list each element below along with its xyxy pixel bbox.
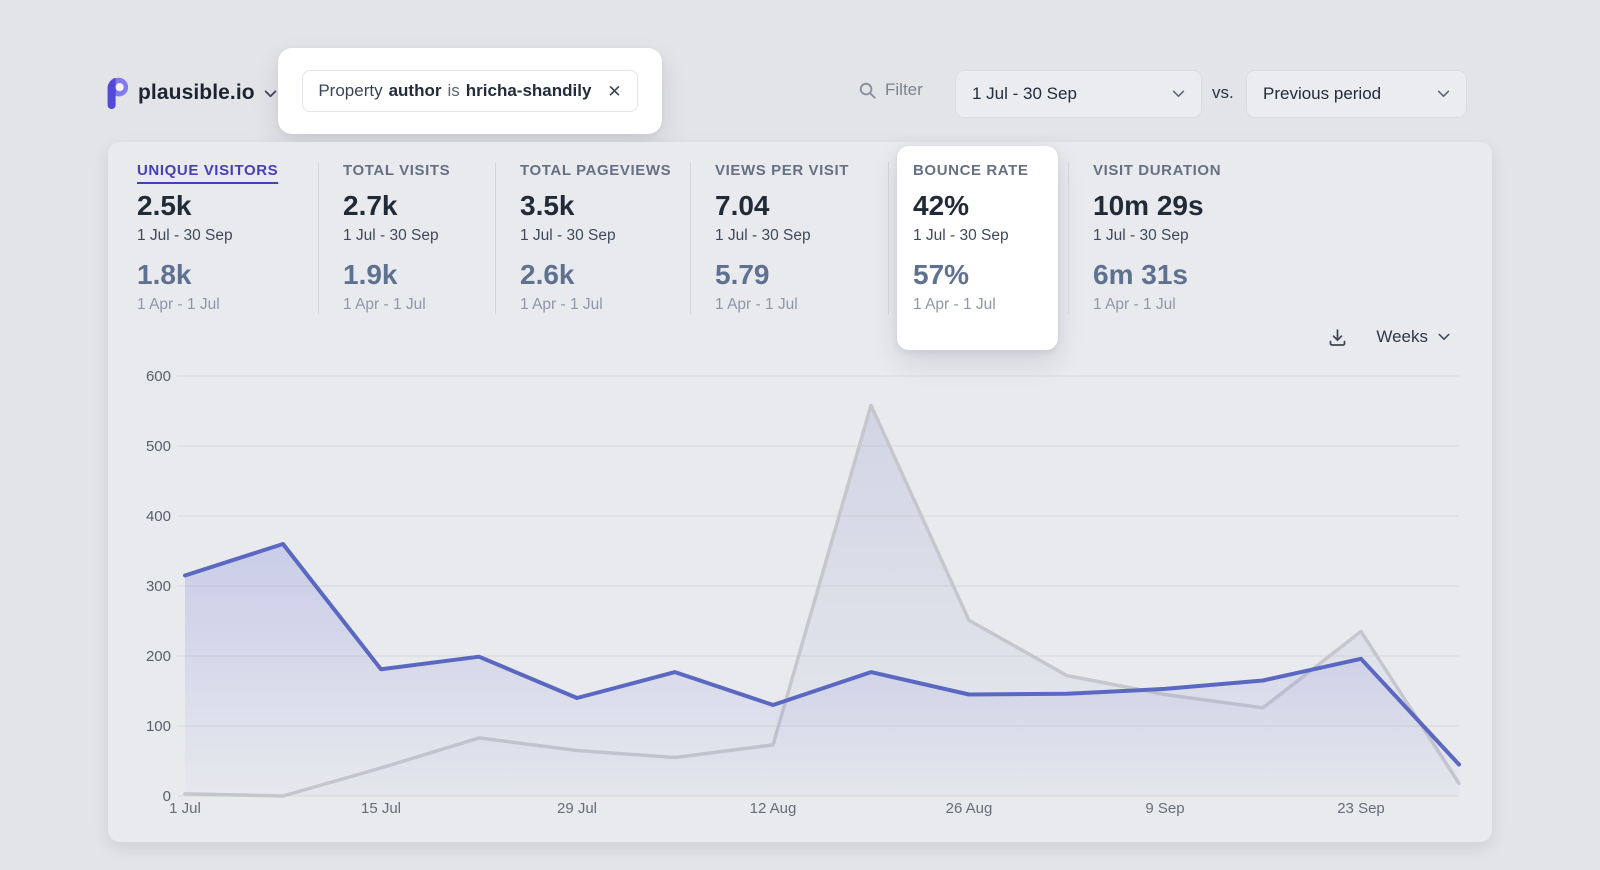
chevron-down-icon [1438, 333, 1450, 341]
svg-text:9 Sep: 9 Sep [1145, 800, 1184, 817]
stat-unique-visitors[interactable]: UNIQUE VISITORS 2.5k 1 Jul - 30 Sep 1.8k… [137, 162, 318, 314]
visitors-chart: 0 100 200 300 400 500 600 1 Jul 15 Jul 29 Jul 12 A… [146, 368, 1461, 817]
svg-text:300: 300 [146, 578, 171, 595]
stat-previous-period: 1 Apr - 1 Jul [520, 296, 603, 313]
svg-text:200: 200 [146, 648, 171, 665]
stat-previous-value: 57% [913, 259, 970, 290]
comparison-select[interactable]: Previous period [1246, 70, 1467, 118]
search-icon [858, 81, 877, 100]
svg-text:29 Jul: 29 Jul [557, 800, 597, 817]
stat-value: 2.7k [343, 190, 398, 221]
filter-chip-close-icon[interactable]: ✕ [607, 81, 622, 101]
chart-controls: Weeks [137, 324, 1466, 350]
stat-total-visits[interactable]: TOTAL VISITS 2.7k 1 Jul - 30 Sep 1.9k 1 … [318, 162, 495, 314]
stat-previous-period: 1 Apr - 1 Jul [913, 296, 996, 313]
dashboard-card: UNIQUE VISITORS 2.5k 1 Jul - 30 Sep 1.8k… [108, 142, 1492, 842]
filter-chip-operator: is [447, 81, 460, 100]
stat-period: 1 Jul - 30 Sep [1093, 227, 1189, 244]
stat-value: 10m 29s [1093, 190, 1204, 221]
stat-previous-value: 1.8k [137, 259, 192, 290]
stat-previous-period: 1 Apr - 1 Jul [343, 296, 426, 313]
site-picker[interactable]: plausible.io [104, 76, 277, 109]
stat-previous-period: 1 Apr - 1 Jul [137, 296, 220, 313]
filter-button[interactable]: Filter [858, 80, 923, 100]
stat-period: 1 Jul - 30 Sep [343, 227, 439, 244]
filter-chip-prefix: Property [318, 81, 383, 100]
stat-previous-value: 2.6k [520, 259, 575, 290]
date-range-value: 1 Jul - 30 Sep [972, 84, 1077, 103]
stats-row: UNIQUE VISITORS 2.5k 1 Jul - 30 Sep 1.8k… [137, 146, 1466, 350]
stat-label: VIEWS PER VISIT [715, 162, 850, 179]
stat-value: 2.5k [137, 190, 192, 221]
interval-value: Weeks [1376, 327, 1428, 346]
top-bar: plausible.io Property author is hricha-s… [0, 0, 1600, 142]
stat-period: 1 Jul - 30 Sep [137, 227, 233, 244]
svg-text:1 Jul: 1 Jul [169, 800, 201, 817]
vs-label: vs. [1212, 83, 1234, 102]
stat-period: 1 Jul - 30 Sep [715, 227, 811, 244]
svg-text:100: 100 [146, 718, 171, 735]
chevron-down-icon [264, 90, 277, 98]
stat-label: BOUNCE RATE [913, 162, 1029, 179]
stat-previous-period: 1 Apr - 1 Jul [1093, 296, 1176, 313]
chevron-down-icon [1437, 90, 1450, 98]
filter-chip-property: author [388, 81, 442, 100]
stat-previous-value: 1.9k [343, 259, 398, 290]
filter-button-label: Filter [885, 80, 923, 99]
svg-text:0: 0 [163, 788, 171, 805]
plausible-logo-icon [104, 76, 129, 109]
stat-value: 3.5k [520, 190, 575, 221]
chevron-down-icon [1172, 90, 1185, 98]
stat-previous-period: 1 Apr - 1 Jul [715, 296, 798, 313]
comparison-value: Previous period [1263, 84, 1382, 103]
filter-chip-value: hricha-shandily [465, 81, 592, 100]
stat-previous-value: 6m 31s [1093, 259, 1188, 290]
stat-label: TOTAL VISITS [343, 162, 451, 179]
stat-bounce-rate[interactable]: BOUNCE RATE 42% 1 Jul - 30 Sep 57% 1 Apr… [888, 146, 1068, 350]
svg-text:23 Sep: 23 Sep [1337, 800, 1385, 817]
stat-previous-value: 5.79 [715, 259, 770, 290]
visitors-chart-area: 0 100 200 300 400 500 600 1 Jul 15 Jul 29 Jul 12 A… [137, 354, 1466, 829]
filter-chip-card: Property author is hricha-shandily ✕ [278, 48, 662, 134]
svg-text:600: 600 [146, 368, 171, 385]
interval-picker[interactable]: Weeks [1376, 327, 1450, 347]
date-range-select[interactable]: 1 Jul - 30 Sep [955, 70, 1202, 118]
stat-label: UNIQUE VISITORS [137, 162, 279, 179]
svg-text:12 Aug: 12 Aug [750, 800, 797, 817]
stat-views-per-visit[interactable]: VIEWS PER VISIT 7.04 1 Jul - 30 Sep 5.79… [690, 162, 888, 314]
stat-total-pageviews[interactable]: TOTAL PAGEVIEWS 3.5k 1 Jul - 30 Sep 2.6k… [495, 162, 690, 314]
svg-text:400: 400 [146, 508, 171, 525]
svg-text:500: 500 [146, 438, 171, 455]
stat-label: VISIT DURATION [1093, 162, 1222, 179]
stat-value: 7.04 [715, 190, 770, 221]
svg-text:26 Aug: 26 Aug [946, 800, 993, 817]
site-name: plausible.io [138, 80, 255, 104]
stat-label: TOTAL PAGEVIEWS [520, 162, 672, 179]
stat-period: 1 Jul - 30 Sep [520, 227, 616, 244]
svg-text:15 Jul: 15 Jul [361, 800, 401, 817]
stat-value: 42% [913, 190, 970, 221]
download-icon[interactable] [1327, 327, 1348, 348]
stat-visit-duration[interactable]: VISIT DURATION 10m 29s 1 Jul - 30 Sep 6m… [1068, 162, 1300, 314]
filter-chip[interactable]: Property author is hricha-shandily ✕ [302, 70, 638, 112]
stat-period: 1 Jul - 30 Sep [913, 227, 1009, 244]
